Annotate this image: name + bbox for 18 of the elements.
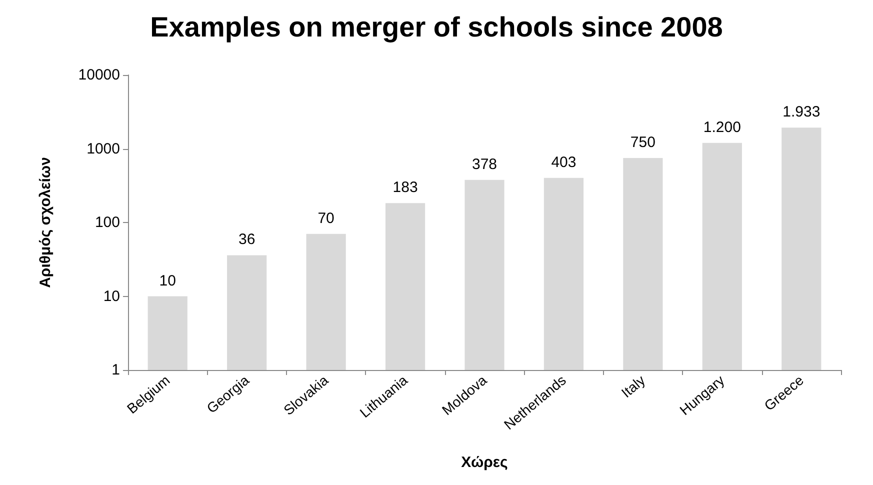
x-tick-label: Italy bbox=[618, 372, 648, 401]
chart-title: Examples on merger of schools since 2008 bbox=[150, 12, 723, 42]
data-label: 10 bbox=[159, 272, 176, 290]
data-label: 70 bbox=[318, 210, 334, 227]
y-tick-label: 1000 bbox=[86, 140, 120, 158]
x-axis-title: Χώρες bbox=[461, 454, 508, 471]
data-label: 1.200 bbox=[703, 118, 741, 136]
data-label: 378 bbox=[472, 156, 498, 173]
y-tick-label: 100 bbox=[94, 214, 120, 231]
data-label: 183 bbox=[392, 179, 418, 196]
data-label: 403 bbox=[551, 154, 576, 171]
y-axis-title: Αριθμός σχολείων bbox=[37, 157, 54, 288]
data-label: 750 bbox=[630, 134, 656, 151]
y-tick-label: 1 bbox=[112, 362, 120, 378]
data-label: 36 bbox=[238, 231, 256, 248]
y-tick-label: 10000 bbox=[78, 66, 120, 84]
y-tick-label: 10 bbox=[103, 288, 120, 305]
data-label: 1.933 bbox=[782, 104, 820, 121]
